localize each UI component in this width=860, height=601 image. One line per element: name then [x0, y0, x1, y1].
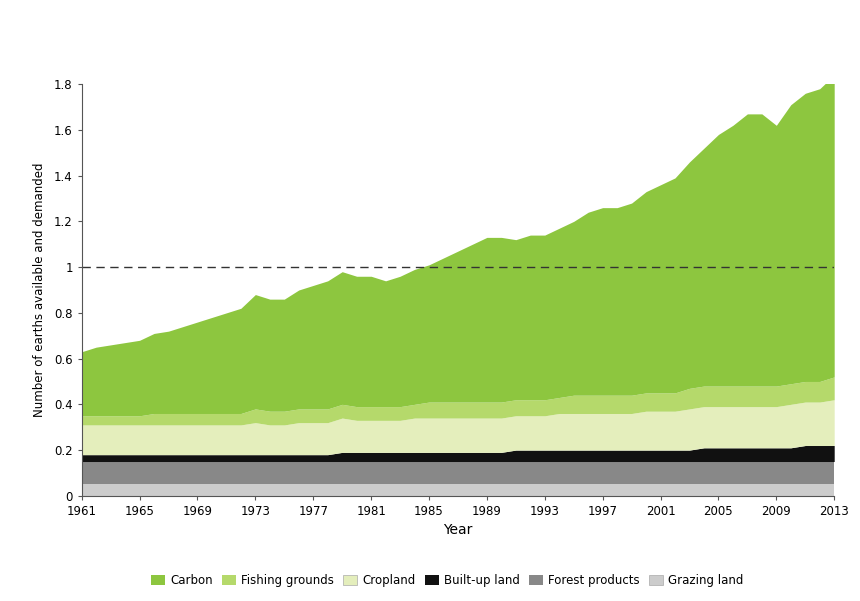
Text: Figure 13.10: The world Ecological Footprint by component (land type) between 19: Figure 13.10: The world Ecological Footp… — [10, 16, 860, 46]
X-axis label: Year: Year — [443, 523, 473, 537]
Y-axis label: Number of earths available and demanded: Number of earths available and demanded — [33, 163, 46, 417]
Legend: Carbon, Fishing grounds, Cropland, Built-up land, Forest products, Grazing land: Carbon, Fishing grounds, Cropland, Built… — [146, 570, 748, 592]
